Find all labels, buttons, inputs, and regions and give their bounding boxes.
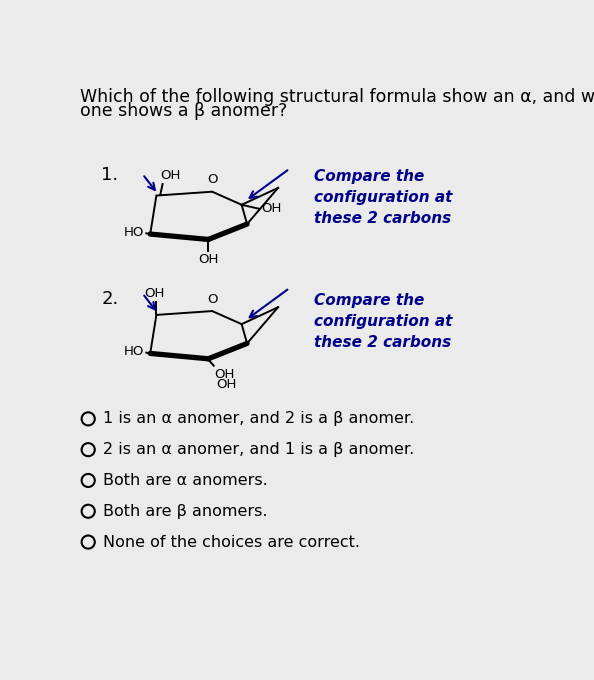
Text: Both are β anomers.: Both are β anomers. [103,504,267,519]
Text: HO: HO [124,345,144,358]
Text: Compare the
configuration at
these 2 carbons: Compare the configuration at these 2 car… [314,169,453,226]
Text: one shows a β anomer?: one shows a β anomer? [80,101,287,120]
Text: OH: OH [198,254,219,267]
Text: O: O [207,173,217,186]
Text: O: O [207,292,217,306]
Text: None of the choices are correct.: None of the choices are correct. [103,534,359,549]
Text: OH: OH [216,378,236,391]
Text: 2.: 2. [102,290,119,307]
Text: 1 is an α anomer, and 2 is a β anomer.: 1 is an α anomer, and 2 is a β anomer. [103,411,414,426]
Text: OH: OH [145,286,165,299]
Text: OH: OH [160,169,181,182]
Text: OH: OH [214,368,235,381]
Text: Both are α anomers.: Both are α anomers. [103,473,267,488]
Text: OH: OH [261,202,282,215]
Text: 2 is an α anomer, and 1 is a β anomer.: 2 is an α anomer, and 1 is a β anomer. [103,442,414,457]
Text: 1.: 1. [102,167,118,184]
Text: HO: HO [124,226,144,239]
Text: Which of the following structural formula show an α, and which: Which of the following structural formul… [80,88,594,106]
Text: Compare the
configuration at
these 2 carbons: Compare the configuration at these 2 car… [314,292,453,350]
